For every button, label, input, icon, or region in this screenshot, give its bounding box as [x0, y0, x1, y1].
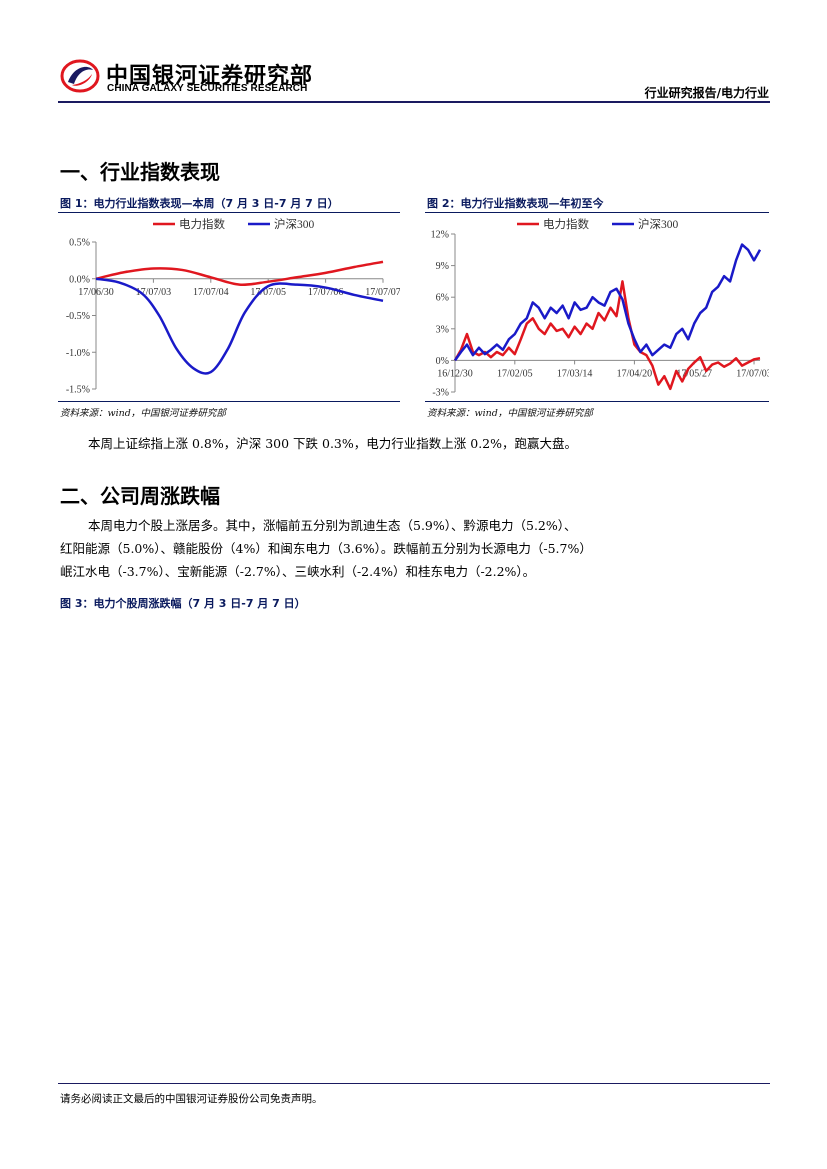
figure-2-chart: 电力指数 沪深300 12% 9% 6% 3% 0% -3% 16/12/30 17/02/05 1… — [425, 214, 769, 399]
y-tick-label-3: -1.0% — [66, 348, 90, 359]
series-line-1 — [453, 243, 762, 362]
figure-2-top-rule — [425, 212, 769, 213]
legend-label-0: 电力指数 — [179, 217, 225, 231]
y-tick-label-4: -1.5% — [66, 385, 90, 396]
header-rule — [58, 101, 770, 103]
series-line-1 — [95, 277, 384, 375]
x-tick-label-0: 16/12/30 — [437, 368, 473, 379]
y-tick-label-0: 0.5% — [69, 238, 90, 249]
figure-2-bottom-rule — [425, 401, 769, 402]
y-tick-label-2: -0.5% — [66, 311, 90, 322]
y-tick-label-1: 9% — [436, 261, 449, 272]
x-tick-label-5: 17/07/03 — [736, 368, 769, 379]
body-line-1: 本周电力个股上涨居多。其中，涨幅前五分别为凯迪生态（5.9%）、黔源电力（5.2… — [88, 518, 577, 533]
figure-2-source: 资料来源：wind，中国银河证券研究部 — [427, 408, 593, 419]
figure-1-source: 资料来源：wind，中国银河证券研究部 — [60, 408, 226, 419]
body-line-3: 岷江水电（-3.7%）、宝新能源（-2.7%）、三峡水利（-2.4%）和桂东电力… — [60, 564, 536, 579]
y-tick-label-4: 0% — [436, 356, 449, 367]
company-name-cn: 中国银河证券研究部 — [106, 64, 314, 89]
legend-label-1: 沪深300 — [274, 217, 314, 231]
y-tick-label-5: -3% — [432, 388, 449, 399]
footer-rule — [58, 1083, 770, 1084]
y-tick-label-0: 12% — [431, 230, 449, 241]
section-1-title: 一、行业指数表现 — [60, 160, 220, 184]
figure-1-top-rule — [58, 212, 400, 213]
x-tick-label-2: 17/03/14 — [557, 368, 593, 379]
series-line-0 — [95, 260, 384, 287]
x-tick-label-3: 17/04/20 — [617, 368, 653, 379]
legend-label-0: 电力指数 — [543, 217, 589, 231]
figure-2-title: 图 2：电力行业指数表现—年初至今 — [427, 197, 604, 210]
galaxy-logo-icon — [60, 59, 100, 93]
legend-label-1: 沪深300 — [638, 217, 678, 231]
x-tick-label-4: 17/05/27 — [676, 368, 712, 379]
body-line-2: 红阳能源（5.0%）、赣能股份（4%）和闽东电力（3.6%）。跌幅前五分别为长源… — [60, 541, 592, 556]
figure-1-chart: 电力指数 沪深300 0.5% 0.0% -0.5% -1.0% -1.5% 17/06/30… — [58, 214, 400, 399]
y-tick-label-2: 6% — [436, 293, 449, 304]
footer-disclaimer: 请务必阅读正文最后的中国银河证券股份公司免责声明。 — [60, 1093, 323, 1105]
figure-1-title: 图 1：电力行业指数表现—本周（7 月 3 日-7 月 7 日） — [60, 197, 339, 210]
x-tick-label-1: 17/02/05 — [497, 368, 533, 379]
x-tick-label-0: 17/06/30 — [78, 287, 114, 298]
report-type: 行业研究报告/电力行业 — [644, 86, 769, 100]
y-tick-label-3: 3% — [436, 324, 449, 335]
figure-1-bottom-rule — [58, 401, 400, 402]
x-tick-label-1: 17/07/03 — [136, 287, 172, 298]
series-line-0 — [453, 280, 761, 391]
x-tick-label-5: 17/07/07 — [365, 287, 400, 298]
y-tick-label-1: 0.0% — [69, 274, 90, 285]
section-2-title: 二、公司周涨跌幅 — [60, 484, 220, 508]
figure-3-title: 图 3：电力个股周涨跌幅（7 月 3 日-7 月 7 日） — [60, 597, 306, 610]
x-tick-label-3: 17/07/05 — [250, 287, 286, 298]
x-tick-label-4: 17/07/06 — [308, 287, 344, 298]
summary-paragraph: 本周上证综指上涨 0.8%，沪深 300 下跌 0.3%，电力行业指数上涨 0.… — [88, 436, 577, 451]
x-tick-label-2: 17/07/04 — [193, 287, 229, 298]
company-name-en: CHINA GALAXY SECURITIES RESEARCH — [107, 83, 308, 94]
